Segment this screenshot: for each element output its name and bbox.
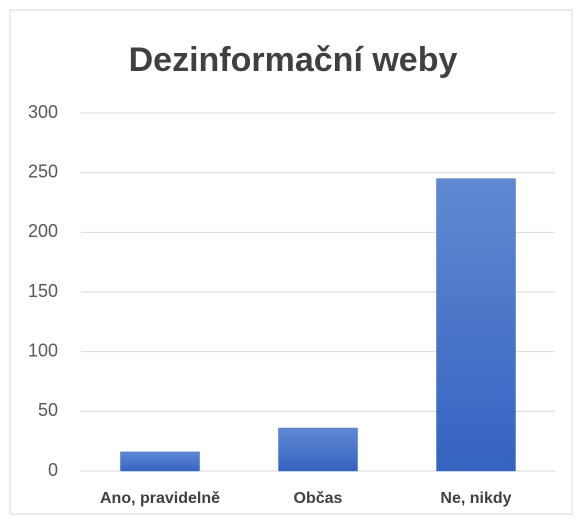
y-tick-label: 200 (28, 221, 58, 241)
y-tick-label: 150 (28, 281, 58, 301)
y-tick-label: 250 (28, 161, 58, 181)
chart-title: Dezinformační weby (129, 41, 458, 79)
y-tick-label: 0 (48, 460, 58, 480)
y-tick-label: 300 (28, 102, 58, 122)
y-tick-label: 100 (28, 340, 58, 360)
y-tick-label: 50 (38, 400, 58, 420)
bar (436, 178, 516, 472)
bar (278, 427, 358, 472)
x-tick-label: Občas (294, 490, 343, 507)
x-tick-label: Ano, pravidelně (100, 490, 220, 507)
bar (120, 451, 200, 472)
x-tick-label: Ne, nikdy (440, 490, 511, 507)
